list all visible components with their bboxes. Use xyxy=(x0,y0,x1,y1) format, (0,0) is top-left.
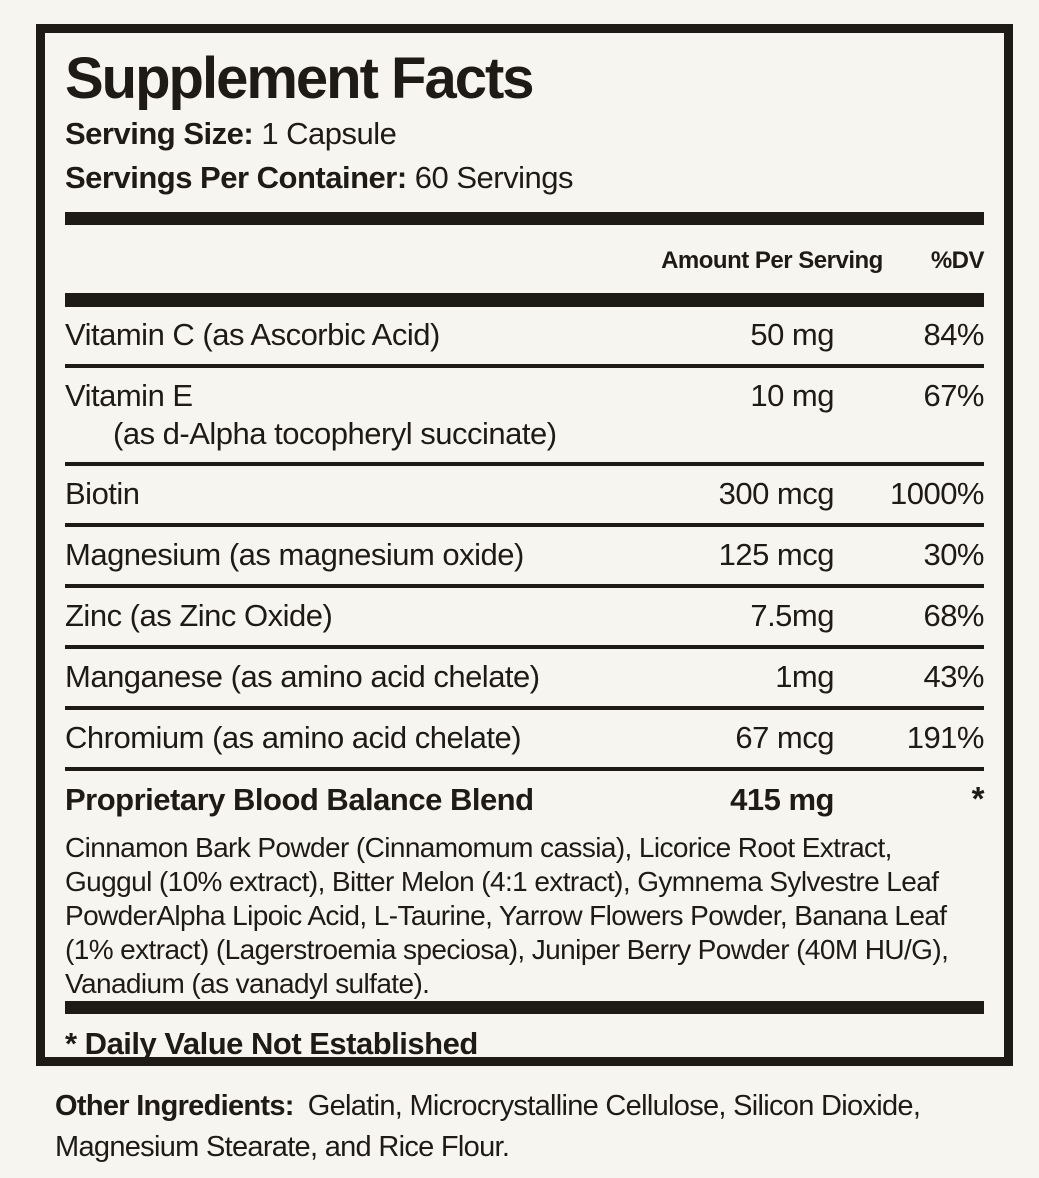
nutrient-dv: 191% xyxy=(906,719,985,755)
nutrient-amount: 1mg xyxy=(775,658,834,694)
row-divider xyxy=(65,705,984,710)
blend-name: Proprietary Blood Balance Blend xyxy=(65,781,534,817)
percent-dv-header: %DV xyxy=(930,246,985,274)
blend-dv-asterisk: * xyxy=(971,779,985,817)
row-divider xyxy=(65,461,984,466)
nutrient-name: Chromium (as amino acid chelate) xyxy=(65,719,522,755)
serving-size-value: 1 Capsule xyxy=(261,115,397,151)
other-ingredients-label: Other Ingredients: xyxy=(55,1090,294,1122)
nutrient-row-vitamin-c: Vitamin C (as Ascorbic Acid) 50 mg 84% xyxy=(65,307,985,364)
row-divider xyxy=(65,644,984,649)
servings-per-container-value: 60 Servings xyxy=(414,159,574,195)
divider-thick-header xyxy=(65,292,984,307)
row-divider xyxy=(65,766,984,771)
nutrient-name: Biotin xyxy=(65,475,140,511)
nutrient-dv: 30% xyxy=(923,536,984,572)
panel-title: Supplement Facts xyxy=(65,46,535,111)
serving-size-label: Serving Size: xyxy=(65,115,254,151)
other-ingredients-value: Gelatin, Microcrystalline Cellulose, Sil… xyxy=(55,1090,921,1163)
row-divider xyxy=(65,522,984,527)
row-divider xyxy=(65,363,984,368)
nutrient-name: Vitamin C (as Ascorbic Acid) xyxy=(65,316,440,352)
other-ingredients: Other Ingredients: Gelatin, Microcrystall… xyxy=(55,1086,1033,1168)
serving-size-line: Serving Size: 1 Capsule xyxy=(65,114,984,154)
nutrient-amount: 67 mcg xyxy=(735,719,834,755)
nutrient-dv: 67% xyxy=(923,377,984,413)
row-divider xyxy=(65,583,984,588)
divider-thick-footnote xyxy=(65,1000,984,1014)
nutrient-name: Vitamin E xyxy=(65,377,193,413)
nutrient-row-chromium: Chromium (as amino acid chelate) 67 mcg … xyxy=(65,710,985,767)
divider-thick-top xyxy=(65,211,984,225)
nutrient-dv: 43% xyxy=(923,658,984,694)
nutrient-row-zinc: Zinc (as Zinc Oxide) 7.5mg 68% xyxy=(65,588,985,645)
nutrient-name: Zinc (as Zinc Oxide) xyxy=(65,597,333,633)
column-header-row: Amount Per Serving %DV xyxy=(65,225,984,293)
daily-value-footnote: * Daily Value Not Established xyxy=(65,1025,478,1061)
nutrient-dv: 1000% xyxy=(889,475,985,511)
nutrient-amount: 300 mcg xyxy=(718,475,835,511)
servings-per-container-label: Servings Per Container: xyxy=(65,159,407,195)
nutrient-amount: 7.5mg xyxy=(750,597,834,633)
nutrient-row-biotin: Biotin 300 mcg 1000% xyxy=(65,466,985,523)
nutrient-dv: 84% xyxy=(923,316,984,352)
nutrient-dv: 68% xyxy=(923,597,984,633)
nutrient-row-magnesium: Magnesium (as magnesium oxide) 125 mcg 3… xyxy=(65,527,985,584)
nutrient-amount: 125 mcg xyxy=(718,536,835,572)
nutrient-subname: (as d-Alpha tocopheryl succinate) xyxy=(113,415,557,451)
amount-per-serving-header: Amount Per Serving xyxy=(661,246,883,274)
supplement-facts-panel: Supplement Facts Serving Size: 1 Capsule… xyxy=(36,24,1013,1066)
nutrient-name: Manganese (as amino acid chelate) xyxy=(65,658,540,694)
blend-amount: 415 mg xyxy=(730,781,834,817)
blend-row: Proprietary Blood Balance Blend 415 mg * xyxy=(65,771,985,829)
nutrient-row-vitamin-e: Vitamin E 10 mg 67% (as d-Alpha tocopher… xyxy=(65,368,985,462)
servings-per-container-line: Servings Per Container: 60 Servings xyxy=(65,158,984,198)
nutrient-amount: 50 mg xyxy=(750,316,834,352)
nutrient-row-manganese: Manganese (as amino acid chelate) 1mg 43… xyxy=(65,649,985,706)
blend-description: Cinnamon Bark Powder (Cinnamomum cassia)… xyxy=(65,831,949,999)
nutrient-amount: 10 mg xyxy=(750,377,834,413)
nutrient-name: Magnesium (as magnesium oxide) xyxy=(65,536,524,572)
